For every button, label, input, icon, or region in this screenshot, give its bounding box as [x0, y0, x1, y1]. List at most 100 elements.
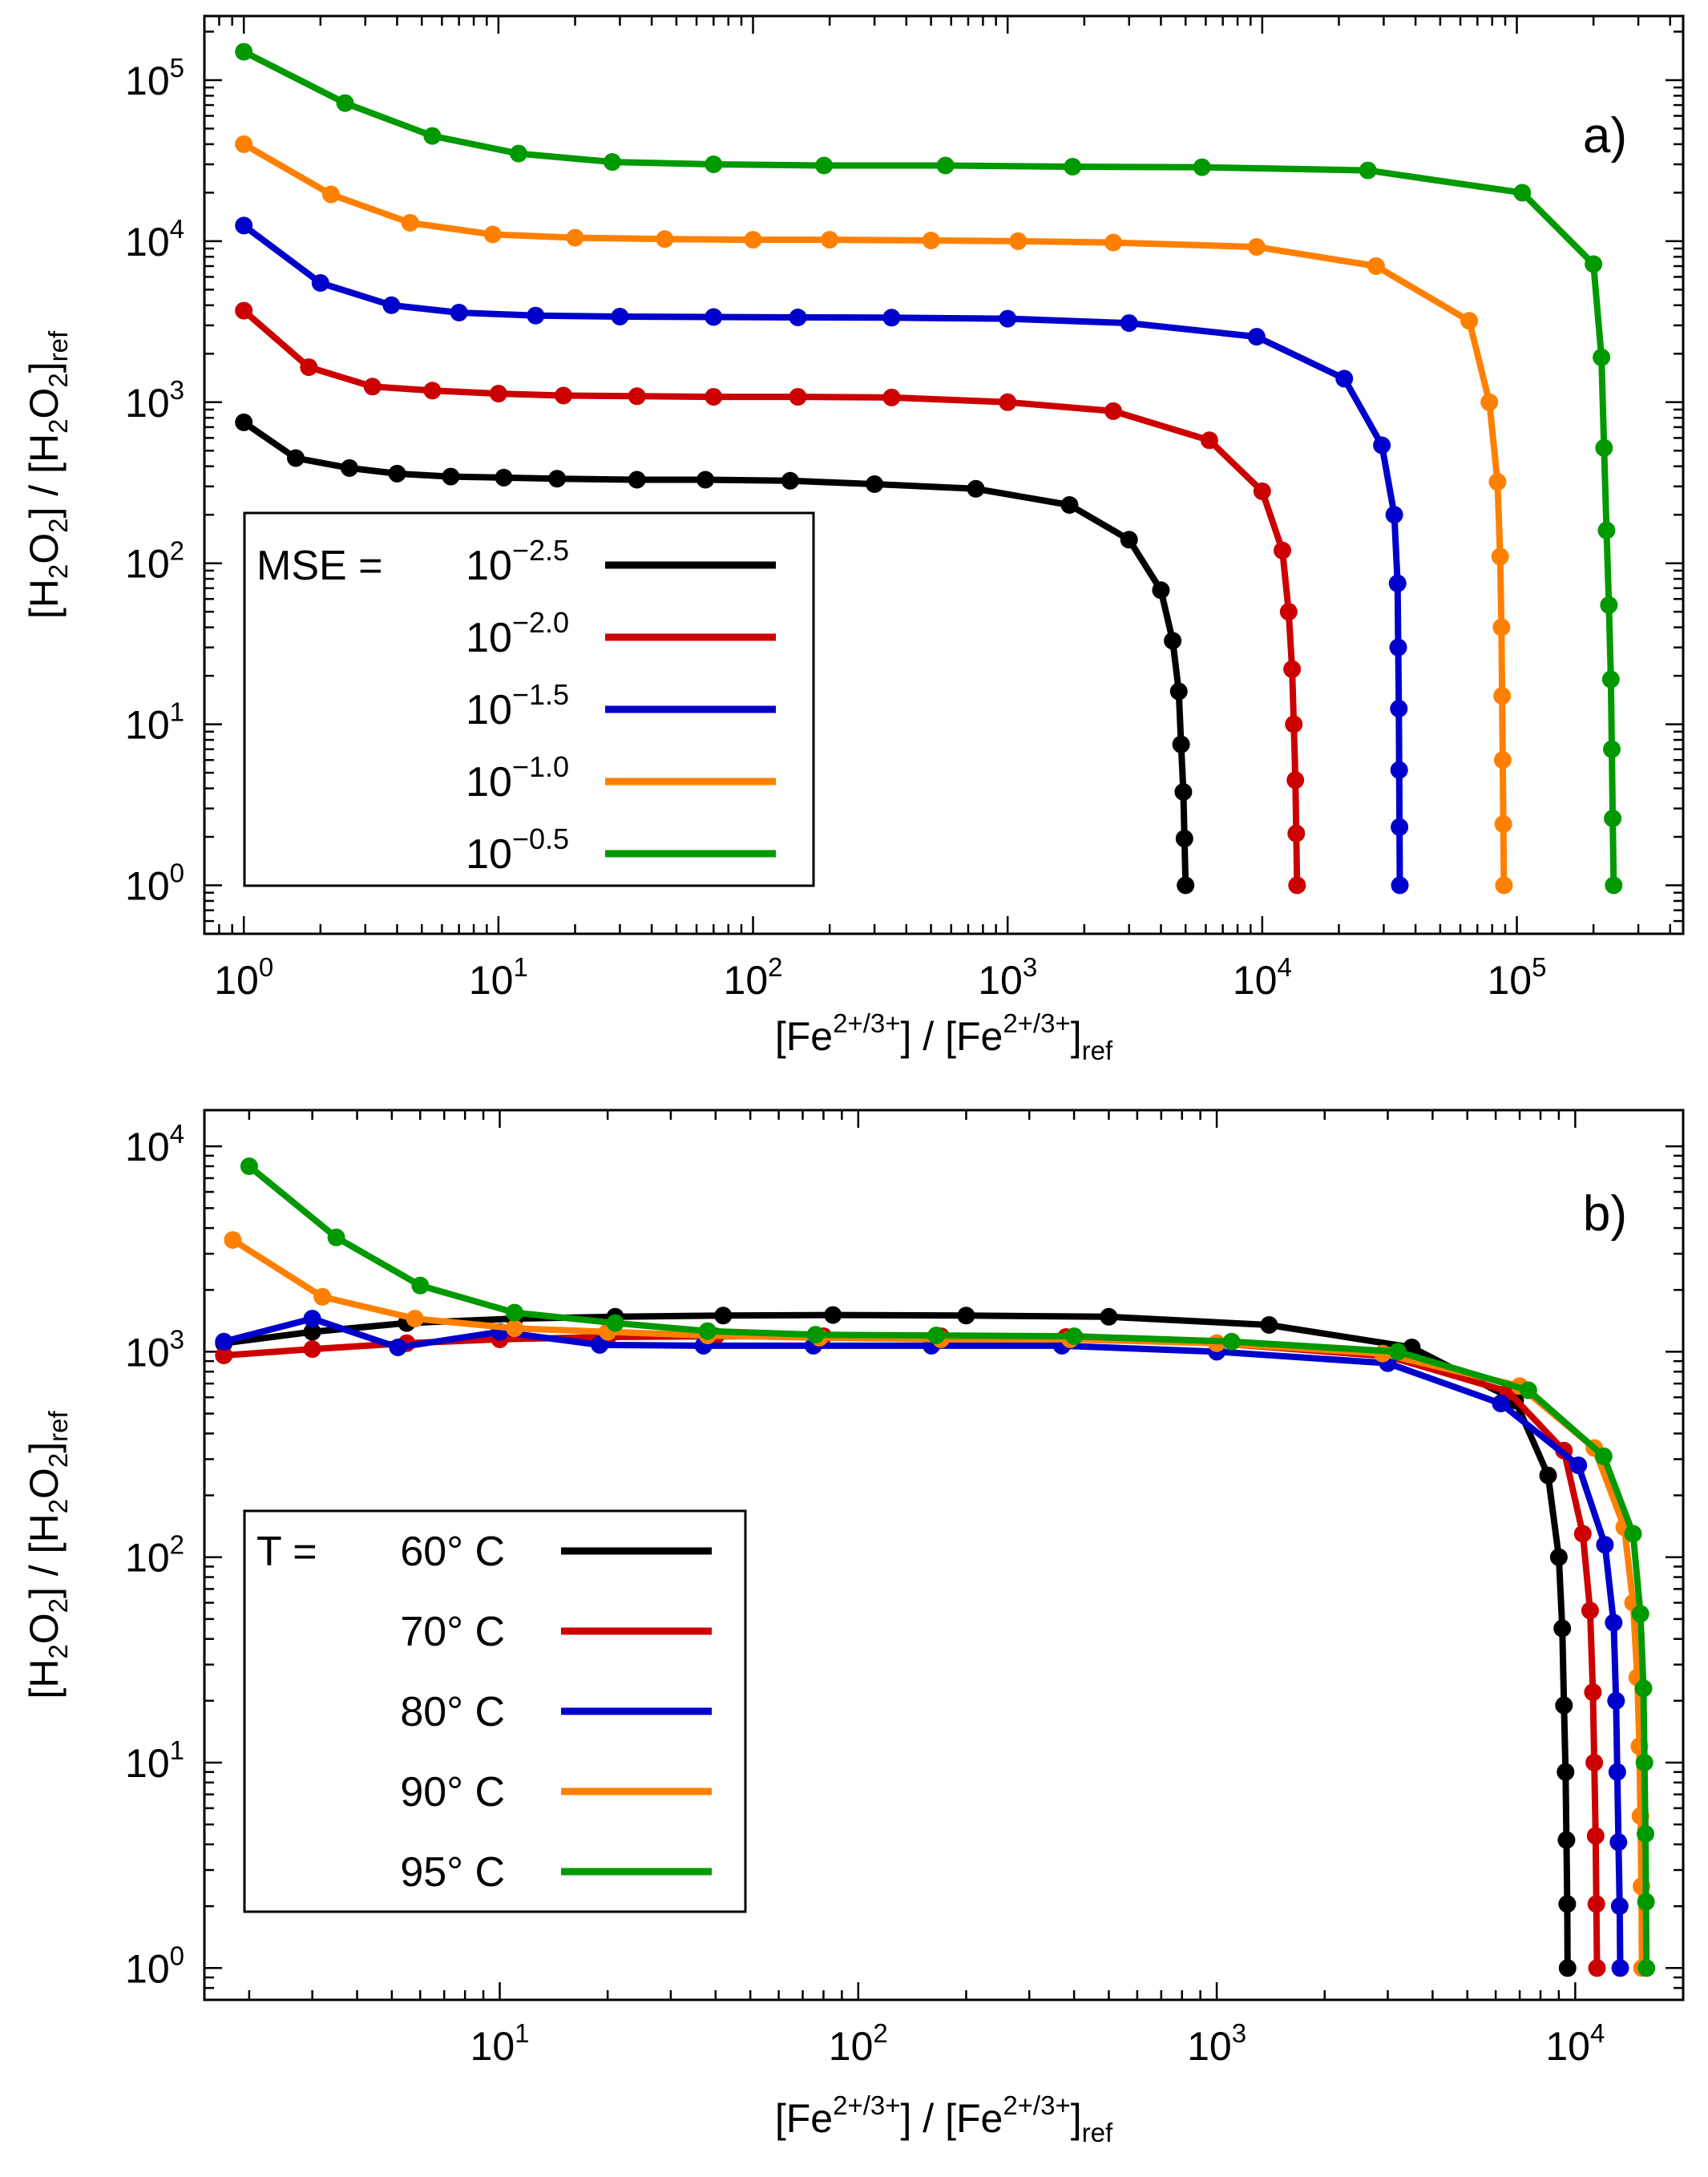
data-point	[744, 231, 762, 249]
data-point	[1193, 158, 1211, 176]
y-axis-title: [H2O2] / [H2O2]ref	[22, 1411, 73, 1699]
data-point	[442, 467, 460, 486]
data-point	[411, 1276, 430, 1294]
data-point	[1539, 1466, 1557, 1484]
data-point	[1100, 1307, 1118, 1326]
legend: T = 60° C 70° C 80° C 90° C 95° C	[243, 1509, 747, 1913]
data-point	[1283, 660, 1302, 678]
data-point	[401, 214, 419, 232]
data-point	[1584, 1683, 1602, 1702]
data-point	[1555, 1696, 1573, 1715]
data-point	[1335, 370, 1354, 388]
data-point	[1581, 1601, 1599, 1620]
legend-entry-label: 80° C	[400, 1689, 505, 1735]
x-tick-label: 102	[724, 952, 783, 1003]
data-point	[327, 1228, 345, 1246]
y-axis-ticks	[204, 1145, 1683, 2001]
data-point	[1569, 1456, 1588, 1475]
data-point	[336, 94, 354, 112]
legend-entry-label: 90° C	[400, 1769, 505, 1816]
data-point	[300, 358, 318, 377]
data-point	[927, 1327, 946, 1345]
data-point	[215, 1347, 233, 1364]
legend-box	[243, 511, 815, 887]
data-point	[714, 1307, 733, 1325]
data-point	[1600, 596, 1618, 614]
legend-entry-label: 10−0.5	[466, 822, 569, 878]
data-point	[1152, 581, 1170, 600]
data-point	[603, 153, 621, 172]
data-point	[1388, 574, 1407, 592]
data-point	[483, 225, 502, 244]
legend-entry-label: 95° C	[400, 1849, 505, 1896]
x-tick-label: 104	[1545, 2018, 1605, 2069]
data-point	[1558, 1895, 1577, 1913]
data-point	[1120, 531, 1138, 549]
data-point	[423, 382, 442, 400]
data-point	[824, 1306, 842, 1324]
x-axis-title: [Fe2+/3+] / [Fe2+/3+]ref	[775, 1008, 1113, 1065]
legend-entry-label: 10−1.5	[466, 678, 569, 733]
data-point	[999, 309, 1017, 328]
legend-entry-label: 70° C	[400, 1609, 505, 1655]
data-point	[1385, 506, 1403, 524]
plot-frame	[203, 1109, 1685, 2001]
data-point	[815, 156, 834, 175]
x-tick-label: 101	[470, 2018, 530, 2069]
data-point	[1605, 876, 1623, 895]
data-point	[628, 387, 646, 406]
data-point	[389, 1339, 407, 1356]
series-line	[242, 141, 1508, 886]
data-point	[406, 1310, 424, 1328]
data-point	[1279, 603, 1298, 621]
data-point	[1596, 1536, 1614, 1554]
x-tick-label: 102	[829, 2018, 888, 2069]
data-point	[1177, 876, 1195, 895]
data-point	[1175, 830, 1193, 848]
data-point	[1609, 1833, 1628, 1852]
data-point	[1519, 1381, 1537, 1400]
data-point	[1391, 818, 1409, 836]
data-point	[1120, 314, 1138, 333]
data-point	[1493, 687, 1512, 705]
x-tick-label: 104	[1233, 952, 1292, 1003]
data-point	[606, 1314, 624, 1332]
data-point	[1389, 1343, 1407, 1361]
data-point	[1174, 783, 1193, 801]
data-point	[705, 156, 723, 173]
data-point	[287, 449, 305, 467]
legend: MSE = 10−2.5 10−2.0 10−1.5 10−1.0 10−0.5	[243, 511, 815, 887]
y-tick-label: 101	[125, 697, 184, 748]
data-point	[1285, 715, 1303, 733]
data-point	[240, 1157, 258, 1175]
y-axis-title: [H2O2] / [H2O2]ref	[22, 330, 73, 619]
data-point	[1009, 232, 1028, 250]
data-point	[1587, 1895, 1605, 1913]
data-point	[1610, 1897, 1629, 1916]
data-point	[1493, 751, 1512, 769]
data-point	[363, 378, 382, 396]
data-point	[303, 1340, 321, 1359]
x-axis-ticks	[248, 1110, 1685, 2000]
data-point	[656, 230, 674, 248]
data-point	[1492, 1395, 1510, 1412]
data-point	[1389, 638, 1407, 656]
data-point	[1557, 1763, 1575, 1781]
panel-a: 100 101 102 103 104 105 100 101 102 103 104 105 [Fe2…	[22, 14, 1685, 1065]
data-point	[705, 308, 723, 326]
data-point	[882, 309, 901, 327]
x-tick-label: 105	[1488, 952, 1547, 1003]
data-point	[1553, 1619, 1572, 1638]
data-point	[1607, 1691, 1625, 1710]
data-point	[1460, 312, 1479, 330]
data-point	[1104, 402, 1122, 420]
data-point	[936, 156, 955, 175]
series-1	[235, 413, 1195, 895]
legend-prefix: MSE =	[256, 543, 383, 589]
y-tick-label: 100	[125, 1941, 184, 1991]
series-line	[223, 1311, 1571, 1969]
y-tick-label: 102	[125, 1530, 184, 1581]
data-point	[866, 475, 884, 493]
legend-entry-label: 10−2.5	[466, 534, 569, 589]
data-point	[1495, 876, 1513, 895]
